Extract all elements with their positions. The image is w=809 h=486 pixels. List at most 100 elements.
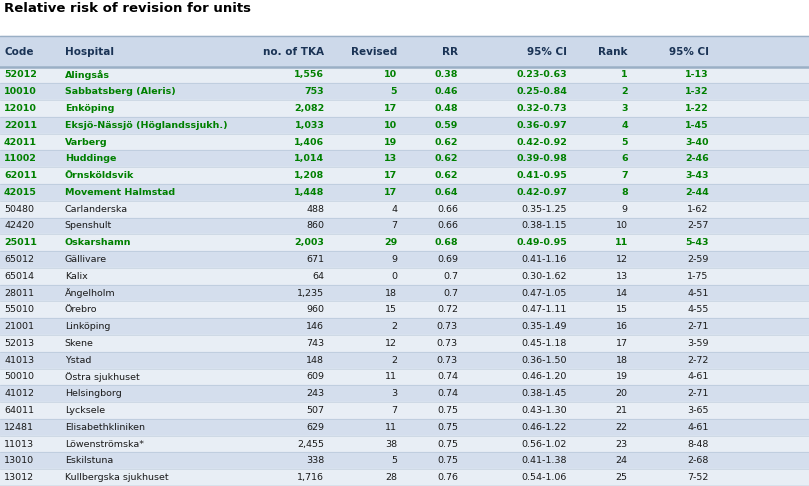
Text: 11013: 11013 <box>4 439 34 449</box>
Text: 7: 7 <box>392 222 397 230</box>
Text: 3-40: 3-40 <box>685 138 709 147</box>
Text: 0.75: 0.75 <box>437 456 458 465</box>
Text: 65014: 65014 <box>4 272 34 281</box>
Bar <box>0 385 809 402</box>
Text: 10: 10 <box>384 70 397 80</box>
Text: Sabbatsberg (Aleris): Sabbatsberg (Aleris) <box>65 87 176 96</box>
Text: 1,014: 1,014 <box>294 155 324 163</box>
Text: 0.48: 0.48 <box>434 104 458 113</box>
Text: 3-43: 3-43 <box>685 171 709 180</box>
Text: 1,556: 1,556 <box>294 70 324 80</box>
Text: 507: 507 <box>307 406 324 415</box>
Text: 753: 753 <box>305 87 324 96</box>
Text: 0.7: 0.7 <box>443 272 458 281</box>
Text: 8-48: 8-48 <box>688 439 709 449</box>
Bar <box>0 368 809 385</box>
Bar <box>0 352 809 368</box>
Text: 2,455: 2,455 <box>298 439 324 449</box>
Text: 2: 2 <box>392 356 397 364</box>
Bar <box>0 435 809 452</box>
Text: 50010: 50010 <box>4 372 34 382</box>
Text: 10: 10 <box>616 222 628 230</box>
Bar <box>0 251 809 268</box>
Bar <box>0 134 809 151</box>
Text: 64: 64 <box>312 272 324 281</box>
Text: 7-52: 7-52 <box>688 473 709 482</box>
Bar <box>0 67 809 84</box>
Text: Ystad: Ystad <box>65 356 91 364</box>
Text: 10: 10 <box>384 121 397 130</box>
Text: 0.73: 0.73 <box>437 322 458 331</box>
Text: 0.46: 0.46 <box>434 87 458 96</box>
Text: 0: 0 <box>392 272 397 281</box>
Text: 11002: 11002 <box>4 155 37 163</box>
Text: 338: 338 <box>306 456 324 465</box>
Text: 25011: 25011 <box>4 238 37 247</box>
Text: 0.43-1.30: 0.43-1.30 <box>522 406 567 415</box>
Text: 1,235: 1,235 <box>297 289 324 297</box>
Text: 23: 23 <box>616 439 628 449</box>
Text: 3-59: 3-59 <box>687 339 709 348</box>
Text: 50480: 50480 <box>4 205 34 214</box>
Text: 7: 7 <box>392 406 397 415</box>
Text: 4-51: 4-51 <box>688 289 709 297</box>
Text: 0.62: 0.62 <box>434 138 458 147</box>
Text: 11: 11 <box>385 372 397 382</box>
Text: 17: 17 <box>384 188 397 197</box>
Text: 42015: 42015 <box>4 188 37 197</box>
Text: 1,716: 1,716 <box>298 473 324 482</box>
Text: Eksjö-Nässjö (Höglandssjukh.): Eksjö-Nässjö (Höglandssjukh.) <box>65 121 227 130</box>
Bar <box>0 268 809 285</box>
Text: 17: 17 <box>616 339 628 348</box>
Text: 95% CI: 95% CI <box>527 47 567 56</box>
Text: 2-57: 2-57 <box>688 222 709 230</box>
Text: 1,406: 1,406 <box>294 138 324 147</box>
Text: 20: 20 <box>616 389 628 398</box>
Text: 25: 25 <box>616 473 628 482</box>
Text: Revised: Revised <box>351 47 397 56</box>
Bar <box>0 84 809 100</box>
Text: 0.39-0.98: 0.39-0.98 <box>516 155 567 163</box>
Text: 21: 21 <box>616 406 628 415</box>
Text: 1-13: 1-13 <box>685 70 709 80</box>
Bar <box>0 151 809 167</box>
Text: 1-75: 1-75 <box>688 272 709 281</box>
Text: 0.68: 0.68 <box>434 238 458 247</box>
Text: 2-46: 2-46 <box>685 155 709 163</box>
Text: 3-65: 3-65 <box>687 406 709 415</box>
Text: 2-72: 2-72 <box>688 356 709 364</box>
Text: 629: 629 <box>307 423 324 432</box>
Text: 41012: 41012 <box>4 389 34 398</box>
Bar <box>0 201 809 218</box>
Bar <box>0 335 809 352</box>
Text: 9: 9 <box>622 205 628 214</box>
Text: 860: 860 <box>307 222 324 230</box>
Text: 1,208: 1,208 <box>294 171 324 180</box>
Text: 1-22: 1-22 <box>685 104 709 113</box>
Text: 0.69: 0.69 <box>437 255 458 264</box>
Text: 1-45: 1-45 <box>685 121 709 130</box>
Text: 65012: 65012 <box>4 255 34 264</box>
Text: 743: 743 <box>307 339 324 348</box>
Text: 17: 17 <box>384 171 397 180</box>
Text: 8: 8 <box>621 188 628 197</box>
Text: Hospital: Hospital <box>65 47 114 56</box>
Text: Lycksele: Lycksele <box>65 406 105 415</box>
Text: 0.76: 0.76 <box>437 473 458 482</box>
Text: 0.47-1.11: 0.47-1.11 <box>522 305 567 314</box>
Text: 1,448: 1,448 <box>294 188 324 197</box>
Text: 0.38-1.15: 0.38-1.15 <box>522 222 567 230</box>
Text: 0.42-0.92: 0.42-0.92 <box>516 138 567 147</box>
Bar <box>0 452 809 469</box>
Text: 0.49-0.95: 0.49-0.95 <box>516 238 567 247</box>
Text: 19: 19 <box>616 372 628 382</box>
Text: Örebro: Örebro <box>65 305 97 314</box>
Bar <box>0 100 809 117</box>
Text: Elisabethkliniken: Elisabethkliniken <box>65 423 145 432</box>
Text: 52013: 52013 <box>4 339 34 348</box>
Text: no. of TKA: no. of TKA <box>264 47 324 56</box>
Text: 18: 18 <box>385 289 397 297</box>
Text: Code: Code <box>4 47 33 56</box>
Text: 11: 11 <box>615 238 628 247</box>
Text: 1-62: 1-62 <box>688 205 709 214</box>
